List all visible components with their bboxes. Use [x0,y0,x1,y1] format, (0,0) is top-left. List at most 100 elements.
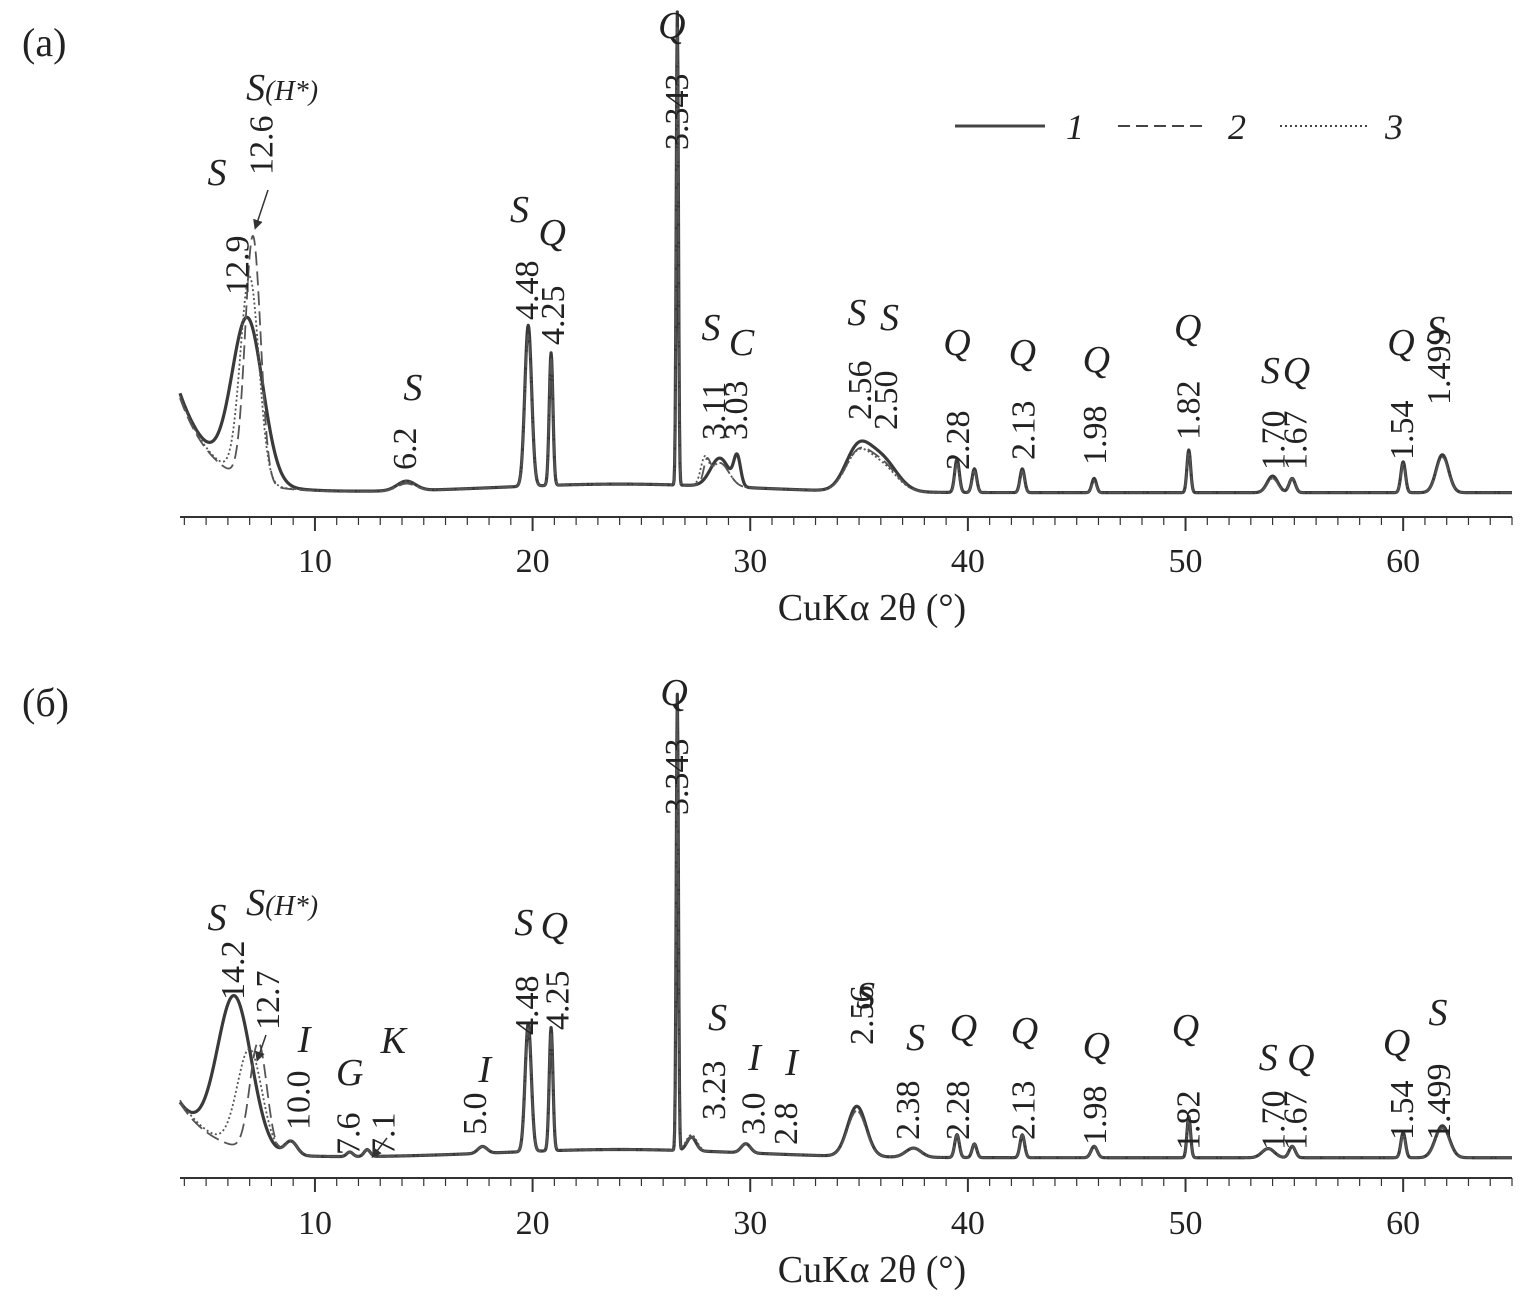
panel-b-label: (б) [22,680,69,725]
mineral-label: Q [943,322,970,364]
series-1-line [178,692,1514,1160]
d-spacing-label: 2.13 [1005,1081,1042,1141]
mineral-label: Q [541,905,568,947]
mineral-label: S(H*) [246,67,318,109]
mineral-label: Q [1083,1025,1110,1067]
d-spacing-label: 1.82 [1171,381,1208,441]
d-spacing-label: 1.98 [1077,1086,1114,1146]
mineral-label: Q [658,5,685,47]
d-spacing-label: 2.38 [890,1081,927,1141]
d-spacing-label: 4.25 [540,971,577,1031]
d-spacing-label: 1.98 [1077,406,1114,466]
d-spacing-label: 1.70 [1256,1091,1293,1151]
mineral-label: I [784,1042,800,1084]
mineral-label: I [747,1037,763,1079]
mineral-label: Q [660,672,687,714]
d-spacing-label: 12.6 [244,116,281,176]
d-spacing-label: 2.13 [1005,400,1042,460]
mineral-label: S [708,997,727,1039]
mineral-label: S [847,292,866,334]
d-spacing-label: 2.56 [844,986,881,1046]
mineral-label: Q [1083,339,1110,381]
d-spacing-label: 6.2 [387,428,424,471]
mineral-label: S [514,902,533,944]
d-spacing-label: 12.7 [250,971,287,1031]
mineral-label: S [208,897,227,939]
d-spacing-label: 7.6 [331,1113,368,1156]
d-spacing-label: 1.499 [1421,1064,1458,1141]
d-spacing-label: 2.28 [940,411,977,471]
d-spacing-label: 7.1 [365,1113,402,1156]
mineral-label: C [729,322,755,364]
mineral-label: S [1261,350,1280,392]
panel-b-series [178,692,1514,1160]
mineral-label: Q [538,212,565,254]
series-3-line [179,25,1513,494]
panel-a-series [178,10,1514,495]
series-3-line [179,706,1513,1159]
mineral-label: Q [950,1007,977,1049]
x-tick-label: 40 [951,543,985,580]
d-spacing-label: 1.82 [1171,1091,1208,1151]
d-spacing-label: 2.28 [940,1081,977,1141]
mineral-label: Q [1283,350,1310,392]
panel-a: (а) 10 20 30 40 50 60 CuKα 2θ (°) 12.9 12.6 6.2… [22,5,1514,629]
panel-a-d-spacing-labels: 12.9 12.6 6.2 4.484.25 3.343 3.113.03 2.562.50… [220,74,1458,471]
d-spacing-label: 3.11 [696,382,733,440]
legend-label-1: 1 [1066,107,1084,147]
panel-b: (б) 10 20 30 40 50 60 CuKα 2θ (°) 14.212.7 10.… [22,672,1514,1291]
panel-a-label: (а) [22,20,66,65]
d-spacing-label: 5.0 [457,1093,494,1136]
d-spacing-label: 1.67 [1277,1091,1314,1151]
panel-a-arrow-12-6 [253,189,269,230]
x-tick-label: 50 [1169,1205,1203,1242]
panel-b-arrows [255,1034,388,1159]
panel-b-d-spacing-labels: 14.212.7 10.0 7.67.1 5.0 4.484.25 3.343 3.23 3.… [215,739,1458,1156]
d-spacing-label: 3.23 [696,1061,733,1121]
d-spacing-label: 1.54 [1384,1081,1421,1141]
mineral-label: S [856,975,875,1017]
mineral-label: S [403,367,422,409]
d-spacing-label: 4.25 [535,286,572,346]
d-spacing-label: 3.343 [659,74,696,151]
panel-b-ticks: 10 20 30 40 50 60 [183,1178,1513,1242]
mineral-label: S [1259,1037,1278,1079]
x-tick-label: 10 [298,543,332,580]
x-tick-label: 60 [1386,1205,1420,1242]
d-spacing-label: 4.48 [509,261,546,321]
d-spacing-label: 1.67 [1277,411,1314,471]
d-spacing-label: 12.9 [220,235,257,295]
d-spacing-label: 2.50 [868,371,905,431]
x-tick-label: 30 [733,1205,767,1242]
d-spacing-label: 14.2 [215,941,252,1001]
legend-label-2: 2 [1228,107,1246,147]
mineral-label: S [1429,992,1448,1034]
mineral-label: S [906,1017,925,1059]
mineral-label: Q [1387,322,1414,364]
d-spacing-label: 1.499 [1421,329,1458,406]
x-tick-label: 20 [516,1205,550,1242]
panel-a-legend: 1 2 3 [955,107,1403,147]
mineral-label: S [510,189,529,231]
d-spacing-label: 3.0 [735,1093,772,1136]
panel-a-x-axis-title: CuKα 2θ (°) [778,587,966,629]
series-2-line [179,707,1513,1159]
panel-a-ticks: 10 20 30 40 50 60 [183,517,1513,580]
d-spacing-label: 4.48 [509,976,546,1036]
mineral-label: G [336,1052,363,1094]
mineral-label: S [702,307,721,349]
mineral-label: Q [1011,1010,1038,1052]
legend-label-3: 3 [1384,107,1403,147]
x-tick-label: 20 [516,543,550,580]
x-tick-label: 60 [1386,543,1420,580]
mineral-label: K [380,1020,408,1062]
mineral-label: S [880,297,899,339]
mineral-label: Q [1009,332,1036,374]
panel-a-arrows [253,189,269,230]
mineral-label: I [477,1049,493,1091]
mineral-label: Q [1287,1037,1314,1079]
d-spacing-label: 10.0 [281,1071,318,1131]
d-spacing-label: 3.343 [659,739,696,816]
mineral-label: S [1426,309,1445,351]
